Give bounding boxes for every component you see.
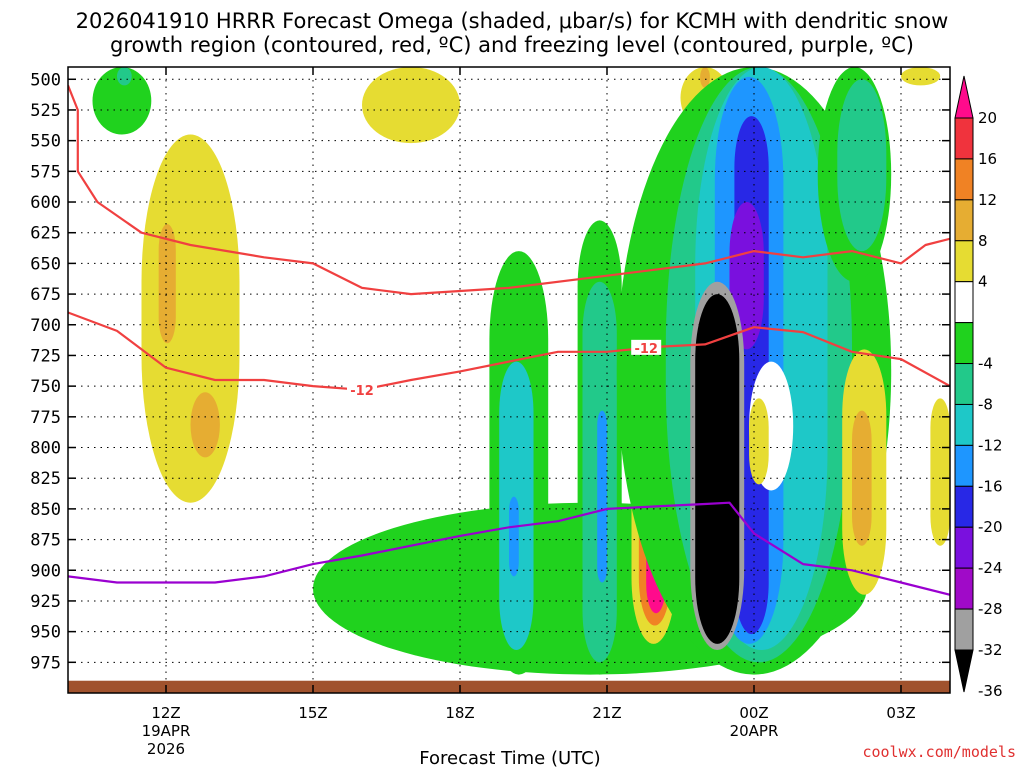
omega-region-upper-right-yellow-2 [901,67,941,86]
y-tick-label: 625 [30,224,61,244]
omega-region-right-teal [837,79,887,252]
ground-layer [68,680,950,693]
colorbar-band [954,199,974,242]
y-tick-label: 775 [30,408,61,428]
colorbar-band [954,322,974,365]
dgz-bottom-contour [68,311,950,391]
y-axis: 500 525 550 575 600 625 650 675 700 725 750 775 800 8… [30,70,950,673]
y-tick-label: 925 [30,592,61,612]
colorbar-band [954,240,974,283]
colorbar-tick-label: -20 [978,518,1003,536]
y-tick-label: 600 [30,193,61,213]
omega-region-upper-right-orange [700,67,710,88]
x-axis-title: Forecast Time (UTC) [419,748,600,768]
chart-title-line-1: 2026041910 HRRR Forecast Omega (shaded, … [76,9,949,33]
omega-region-blue-21z [597,410,607,583]
colorbar-band [954,117,974,160]
x-tick-label: 15Z [298,704,327,722]
colorbar-band [954,281,974,324]
x-tick-label: 12Z [151,704,180,722]
colorbar-band [954,444,974,487]
y-tick-label: 550 [30,132,61,152]
x-tick-label: 21Z [592,704,621,722]
dgz-top-contour [68,84,950,296]
y-tick-label: 525 [30,101,61,121]
colorbar-bottom-arrow [954,649,974,693]
ground-surface [68,680,950,693]
colorbar-band [954,567,974,610]
x-tick-date-label: 20APR [730,722,779,740]
colorbar-tick-label: -28 [978,600,1003,618]
y-tick-label: 725 [30,346,61,366]
credit-text: coolwx.com/models [862,743,1016,761]
y-tick-label: 500 [30,70,61,90]
colorbar-top-arrow [954,75,974,119]
omega-region-upper-left-green [92,67,152,135]
colorbar-band [954,608,974,651]
colorbar-tick-label: -24 [978,559,1003,577]
freezing-level-contour [68,501,950,596]
y-tick-label: 900 [30,561,61,581]
omega-region-left-orange-1 [158,224,176,344]
x-tick-date-label: 19APR [142,722,191,740]
colorbar-tick-label: 16 [978,150,997,168]
plot-frame [67,66,951,694]
colorbar-tick-label: 12 [978,191,997,209]
x-tick-label: 03Z [886,704,915,722]
colorbar-band [954,158,974,201]
colorbar-tick-label: -16 [978,477,1003,495]
omega-region-blue-19z [509,496,519,577]
plot-area: -12 -12 [68,67,950,693]
x-tick-year-label: 2026 [147,740,185,758]
colorbar-tick-label: -32 [978,641,1003,659]
omega-shading [92,67,950,675]
y-tick-label: 750 [30,377,61,397]
y-tick-label: 825 [30,469,61,489]
contour-label-dgz-bottom: -12 [350,384,374,399]
omega-region-left-orange-2 [190,392,220,458]
x-tick-label: 18Z [445,704,474,722]
colorbar-band [954,363,974,405]
omega-region-edge-yellow-03z [930,398,950,546]
colorbar-band [954,526,974,569]
colorbar-tick-label: 8 [978,232,988,250]
y-tick-label: 800 [30,439,61,459]
colorbar-tick-label: -12 [978,436,1003,454]
colorbar-tick-label: -8 [978,395,993,413]
omega-region-upper-left-core [117,67,132,86]
chart-title-line-2: growth region (contoured, red, ºC) and f… [110,33,914,57]
grid-lines [68,67,950,693]
colorbar-tick-label: 4 [978,273,988,291]
colorbar-tick-label: -36 [978,682,1003,700]
colorbar-tick-label: -4 [978,355,993,373]
colorbar-band [954,403,974,446]
y-tick-label: 700 [30,316,61,336]
contour-label-bg [347,381,377,397]
contour-label-bg [631,339,662,355]
y-tick-label: 650 [30,254,61,274]
x-tick-label: 00Z [739,704,768,722]
omega-region-core-black [695,294,740,644]
y-tick-label: 875 [30,531,61,551]
y-tick-label: 850 [30,500,61,520]
omega-region-upper-mid-yellow [362,67,460,144]
contour-lines: -12 -12 [68,84,950,596]
contour-label-dgz-bottom: -12 [634,342,658,357]
y-tick-label: 575 [30,162,61,182]
colorbar-band [954,485,974,528]
y-tick-label: 975 [30,653,61,673]
y-tick-label: 950 [30,623,61,643]
y-tick-label: 675 [30,285,61,305]
colorbar-tick-label: 20 [978,109,997,127]
omega-region-yellow-00z [749,398,769,485]
colorbar: 20 16 12 8 4 -4 -8 -12 -16 -20 -24 -28 -32 -36 [954,75,1003,700]
